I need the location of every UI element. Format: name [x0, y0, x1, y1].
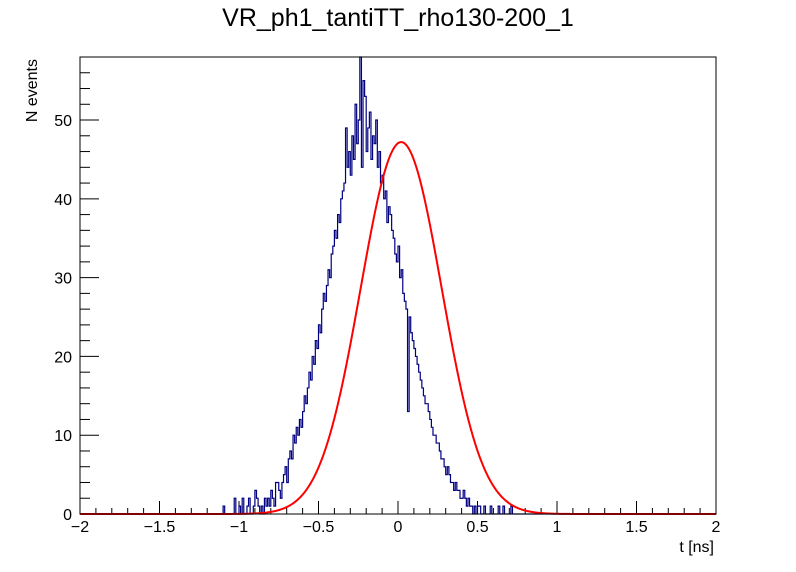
y-tick-label: 30	[54, 271, 72, 288]
plot-frame	[79, 56, 717, 515]
x-tick-label: −0.5	[303, 519, 335, 536]
y-axis-label: N events	[24, 59, 41, 122]
x-tick-label: 2	[712, 519, 721, 536]
x-tick-label: 0	[394, 519, 403, 536]
chart-title: VR_ph1_tantiTT_rho130-200_1	[222, 4, 574, 32]
y-tick-label: 40	[54, 192, 72, 209]
x-tick-label: −2	[71, 519, 89, 536]
x-tick-label: 1.5	[625, 519, 647, 536]
x-tick-label: −1.5	[144, 519, 176, 536]
x-tick-label: 0.5	[466, 519, 488, 536]
x-tick-label: 1	[553, 519, 562, 536]
y-tick-label: 0	[63, 507, 72, 524]
x-axis-label: t [ns]	[679, 539, 714, 556]
y-tick-label: 50	[54, 113, 72, 130]
gaussian-fit-curve	[80, 141, 716, 515]
histogram-series	[80, 56, 716, 515]
y-tick-label: 10	[54, 428, 72, 445]
ticks-layer	[79, 56, 717, 515]
y-tick-label: 20	[54, 349, 72, 366]
x-tick-label: −1	[230, 519, 248, 536]
